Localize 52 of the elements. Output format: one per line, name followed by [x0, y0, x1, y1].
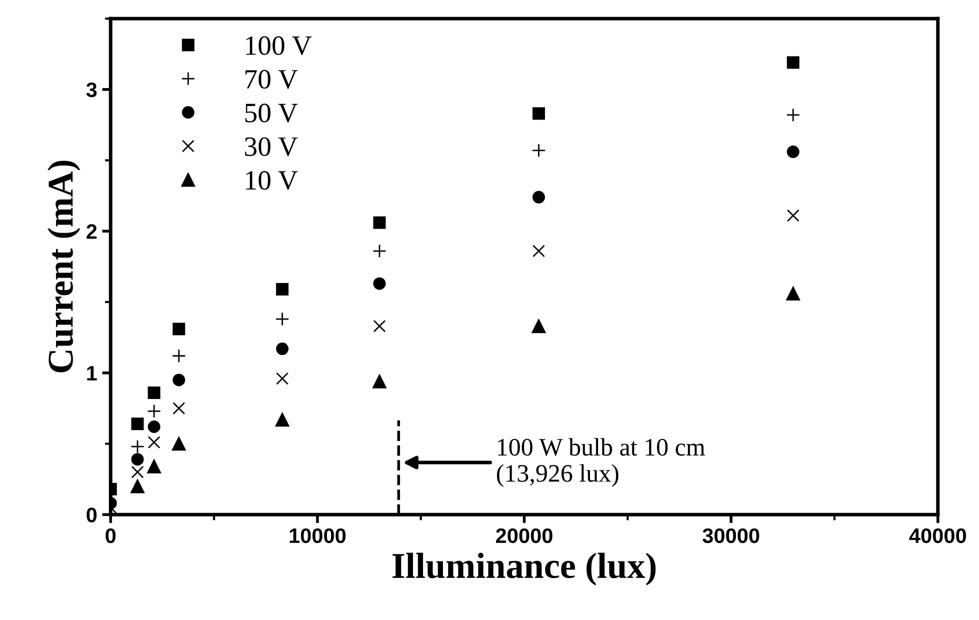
point [172, 322, 186, 336]
x-axis-title: Illuminance (lux) [392, 552, 656, 586]
y-tick-label: 2 [86, 224, 97, 239]
point [172, 402, 186, 415]
point [130, 479, 144, 494]
point [532, 143, 546, 158]
point [372, 374, 386, 388]
x-tick-label: 10000 [290, 528, 346, 544]
ref-line-label: 100 W bulb at 10 cm (13,926 lux) [496, 438, 705, 487]
y-tick-label: 0 [86, 508, 97, 522]
point [532, 190, 545, 204]
x-tick-label: 30000 [702, 528, 760, 544]
point [147, 459, 162, 474]
point [276, 342, 289, 356]
point [148, 436, 160, 449]
point [372, 244, 386, 258]
point [373, 216, 386, 229]
point [786, 146, 800, 158]
point [373, 320, 386, 332]
y-tick-label: 3 [86, 82, 97, 98]
y-axis-title: Current (mA) [48, 160, 80, 372]
point [130, 440, 144, 454]
point [131, 466, 144, 478]
point [786, 286, 800, 300]
x-tick-label: 40000 [909, 528, 966, 544]
point [532, 319, 546, 334]
point [532, 107, 545, 120]
point [532, 244, 545, 258]
legend-label: 50 V [245, 104, 298, 123]
point [172, 348, 186, 363]
point [786, 209, 800, 222]
point [148, 420, 160, 433]
point [275, 312, 290, 326]
legend-label: 30 V [245, 137, 298, 156]
point [275, 412, 290, 427]
point [172, 374, 186, 386]
point [147, 404, 162, 418]
point [276, 372, 289, 385]
point [786, 108, 800, 122]
legend-label: 10 V [246, 171, 298, 190]
point [276, 283, 289, 296]
point [172, 436, 186, 451]
point [786, 56, 800, 69]
point [148, 386, 160, 399]
point [131, 418, 144, 430]
y-tick-label: 1 [87, 366, 97, 380]
point [131, 453, 144, 466]
legend-label: 70 V [246, 70, 298, 89]
x-tick-label: 0 [106, 528, 116, 544]
point [373, 277, 386, 290]
legend-label: 100 V [246, 36, 312, 56]
x-tick-label: 20000 [496, 528, 552, 544]
